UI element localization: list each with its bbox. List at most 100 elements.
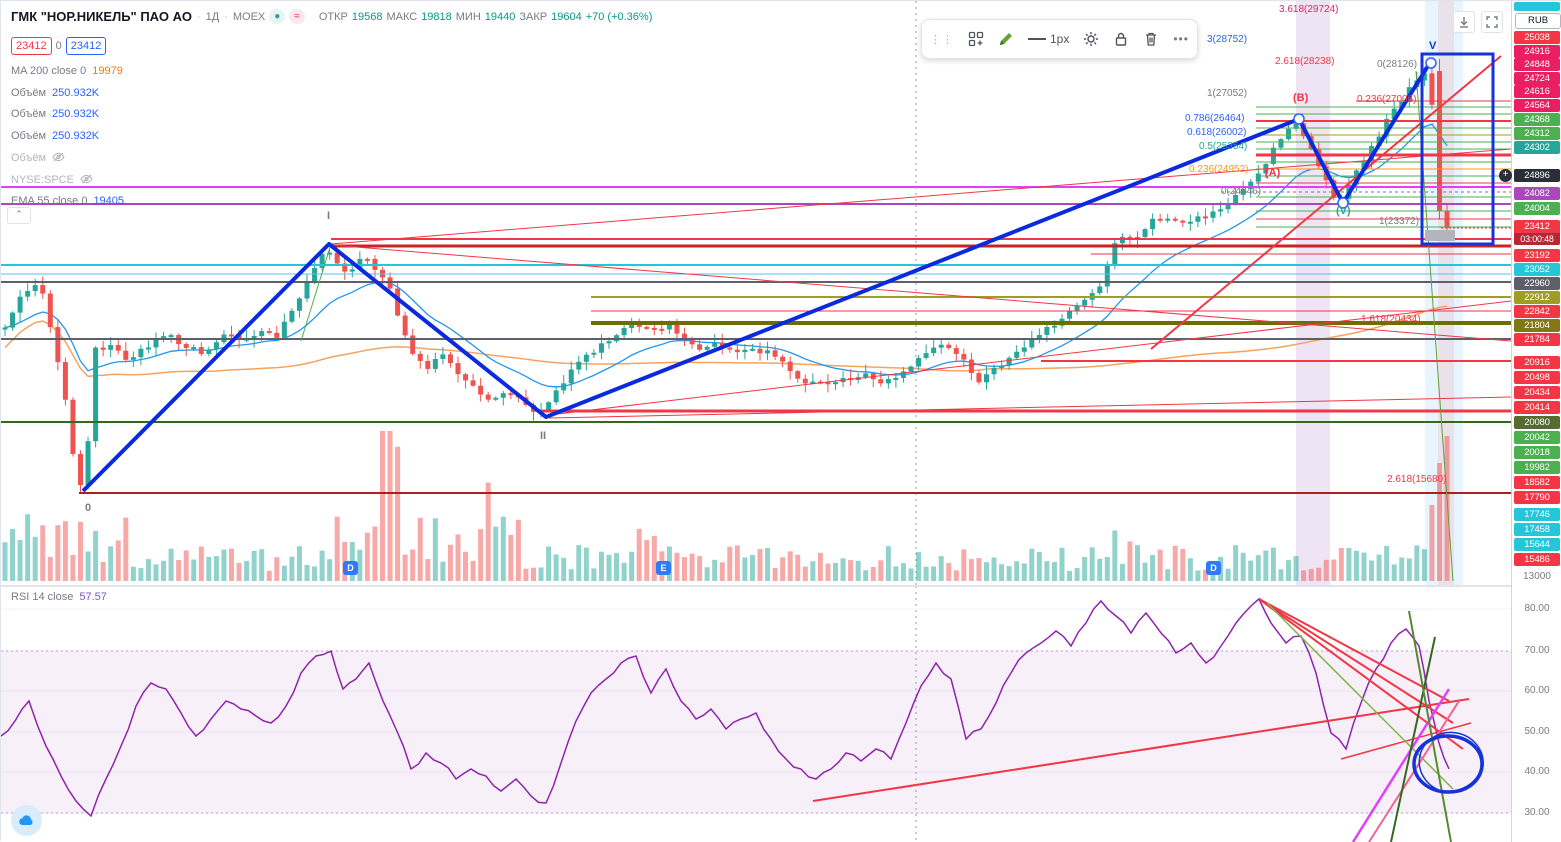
price-level-label[interactable]: 20414 bbox=[1514, 401, 1560, 414]
indicator-name[interactable]: Объём bbox=[11, 130, 47, 143]
price-level-label[interactable]: 17746 bbox=[1514, 508, 1560, 521]
fib-level-label[interactable]: 3(28752) bbox=[1207, 34, 1248, 45]
price-level-label[interactable]: 24368 bbox=[1514, 113, 1560, 126]
indicator-row[interactable]: NYSE:SPCE bbox=[11, 174, 93, 187]
fib-level-label[interactable]: 1(23372) bbox=[1379, 216, 1420, 227]
price-level-label[interactable]: 24616 bbox=[1514, 85, 1560, 98]
price-level-label[interactable]: 20042 bbox=[1514, 431, 1560, 444]
panel-separator[interactable] bbox=[1, 585, 1511, 587]
price-level-label[interactable]: 24916 bbox=[1514, 45, 1560, 58]
price-level-label[interactable]: 24564 bbox=[1514, 99, 1560, 112]
price-level-label[interactable]: 17790 bbox=[1514, 491, 1560, 504]
status-dot-badge[interactable]: ● bbox=[269, 9, 286, 24]
elliott-wave-label[interactable]: (А) bbox=[1265, 167, 1281, 179]
indicator-name[interactable]: NYSE:SPCE bbox=[11, 174, 74, 186]
price-level-label[interactable]: 24848 bbox=[1514, 58, 1560, 71]
eye-hidden-icon[interactable] bbox=[52, 152, 65, 165]
timeline-marker[interactable]: D bbox=[343, 561, 358, 575]
price-level-label[interactable]: 22912 bbox=[1514, 291, 1560, 304]
pencil-tool-icon[interactable] bbox=[998, 31, 1014, 47]
price-level-label[interactable]: 23052 bbox=[1514, 263, 1560, 276]
drag-handle-icon[interactable]: ⋮⋮ bbox=[930, 33, 954, 46]
delete-trash-icon[interactable] bbox=[1143, 31, 1159, 47]
fib-level-label[interactable]: 3.618(29724) bbox=[1279, 4, 1339, 15]
trend-lines[interactable] bbox=[300, 55, 1511, 582]
price-level-label[interactable]: 20498 bbox=[1514, 371, 1560, 384]
timeline-marker[interactable]: E bbox=[656, 561, 671, 575]
currency-label[interactable]: RUB bbox=[1515, 13, 1561, 29]
price-level-label[interactable]: 20916 bbox=[1514, 356, 1560, 369]
indicator-row[interactable]: EMA 55 close 0 19405 bbox=[11, 195, 124, 207]
fib-level-label[interactable]: 1(27052) bbox=[1207, 88, 1248, 99]
blue-rectangle-drawing[interactable] bbox=[1420, 52, 1495, 246]
more-options-icon[interactable]: ••• bbox=[1173, 32, 1189, 46]
price-scale-axis[interactable]: RUB 25038 24916 24848 24724 24616 24564 24368 2… bbox=[1499, 1, 1561, 842]
rsi-indicator-chart[interactable] bbox=[1, 586, 1511, 842]
current-price-label[interactable]: 23412 03:00:48 bbox=[1514, 220, 1560, 245]
symbol-row[interactable]: ГМК "НОР.НИКЕЛЬ" ПАО АО · 1Д · MOEX ● ≈ … bbox=[11, 9, 652, 24]
price-level-label[interactable]: 15486 bbox=[1514, 553, 1560, 566]
price-level-label[interactable]: 19982 bbox=[1514, 461, 1560, 474]
price-level-label[interactable]: 20434 bbox=[1514, 386, 1560, 399]
interval-label[interactable]: 1Д bbox=[205, 10, 220, 23]
price-level-label[interactable]: 24896 + bbox=[1499, 169, 1560, 182]
fib-level-label[interactable]: 2.618(28238) bbox=[1275, 56, 1335, 67]
price-level-label[interactable]: 18582 bbox=[1514, 476, 1560, 489]
fib-level-label[interactable]: 0(28126) bbox=[1377, 59, 1418, 70]
price-level-label[interactable]: 24082 bbox=[1514, 187, 1560, 200]
fib-level-label[interactable]: 0.236(27006) bbox=[1357, 94, 1417, 105]
indicator-row[interactable]: Объём 250.932K bbox=[11, 87, 99, 99]
indicator-row[interactable]: Объём 250.932K bbox=[11, 130, 99, 142]
indicator-row[interactable]: Объём 250.932K bbox=[11, 108, 99, 120]
price-level-label[interactable]: 24302 bbox=[1514, 141, 1560, 154]
elliott-wave-label[interactable]: (В) bbox=[1293, 92, 1309, 104]
layout-grid-icon[interactable] bbox=[968, 31, 984, 47]
price-level-label[interactable]: 25038 bbox=[1514, 31, 1560, 44]
fib-level-label[interactable]: 2.618(15680) bbox=[1387, 474, 1447, 485]
eye-hidden-icon[interactable] bbox=[80, 174, 93, 187]
add-alert-plus-icon[interactable]: + bbox=[1499, 169, 1512, 182]
publish-snapshot-button[interactable] bbox=[11, 805, 42, 836]
lock-icon[interactable] bbox=[1113, 31, 1129, 47]
main-price-chart[interactable] bbox=[1, 1, 1511, 586]
price-level-label[interactable]: 22842 bbox=[1514, 305, 1560, 318]
sell-price-tag[interactable]: 23412 bbox=[11, 37, 52, 55]
indicator-name[interactable]: Объём bbox=[11, 86, 47, 99]
fib-level-label[interactable]: 0.618(26002) bbox=[1187, 127, 1247, 138]
elliott-wave-zigzag[interactable] bbox=[81, 59, 1433, 493]
gray-anchor-box[interactable] bbox=[1425, 230, 1455, 241]
fib-level-label[interactable]: 0.5(25354) bbox=[1199, 141, 1248, 152]
scroll-to-latest-icon[interactable] bbox=[1453, 11, 1475, 33]
fib-level-label[interactable]: 1.618(20434) bbox=[1361, 314, 1421, 325]
price-level-label[interactable]: 22960 bbox=[1514, 277, 1560, 290]
drawing-handles[interactable] bbox=[1293, 57, 1437, 209]
price-level-label[interactable]: 21784 bbox=[1514, 333, 1560, 346]
indicator-name[interactable]: EMA 55 close 0 bbox=[11, 195, 88, 208]
price-level-label[interactable]: 17458 bbox=[1514, 523, 1560, 536]
rsi-legend[interactable]: RSI 14 close 57.57 bbox=[11, 591, 107, 603]
indicator-name[interactable]: MA 200 close 0 bbox=[11, 65, 87, 77]
price-level-label[interactable]: 20080 bbox=[1514, 416, 1560, 429]
elliott-wave-label[interactable]: 0 bbox=[85, 502, 92, 514]
horizontal-level-lines[interactable] bbox=[1, 100, 1511, 494]
line-width-setting[interactable]: 1px bbox=[1028, 32, 1069, 46]
price-level-label[interactable]: 24004 bbox=[1514, 202, 1560, 215]
indicator-row[interactable]: MA 200 close 0 19979 bbox=[11, 65, 123, 77]
fib-level-label[interactable]: 0(24346) bbox=[1221, 186, 1262, 197]
price-level-label[interactable]: 15644 bbox=[1514, 538, 1560, 551]
timeline-marker[interactable]: D bbox=[1206, 561, 1221, 575]
legend-collapse-button[interactable]: ⌃ bbox=[7, 207, 31, 224]
price-level-label[interactable]: 24312 bbox=[1514, 127, 1560, 140]
price-level-label[interactable]: 24724 bbox=[1514, 72, 1560, 85]
elliott-wave-label[interactable]: II bbox=[540, 430, 547, 442]
buy-price-tag[interactable]: 23412 bbox=[65, 37, 107, 55]
indicator-name[interactable]: Объём bbox=[11, 152, 47, 165]
elliott-wave-label[interactable]: V bbox=[1429, 40, 1437, 52]
approx-badge[interactable]: ≈ bbox=[289, 9, 305, 24]
fib-level-label[interactable]: 0.236(24952) bbox=[1189, 164, 1249, 175]
fullscreen-icon[interactable] bbox=[1481, 11, 1503, 33]
elliott-wave-label[interactable]: I bbox=[327, 210, 331, 222]
indicator-row[interactable]: Объём bbox=[11, 152, 65, 165]
symbol-title[interactable]: ГМК "НОР.НИКЕЛЬ" ПАО АО bbox=[11, 9, 192, 24]
settings-gear-icon[interactable] bbox=[1083, 31, 1099, 47]
